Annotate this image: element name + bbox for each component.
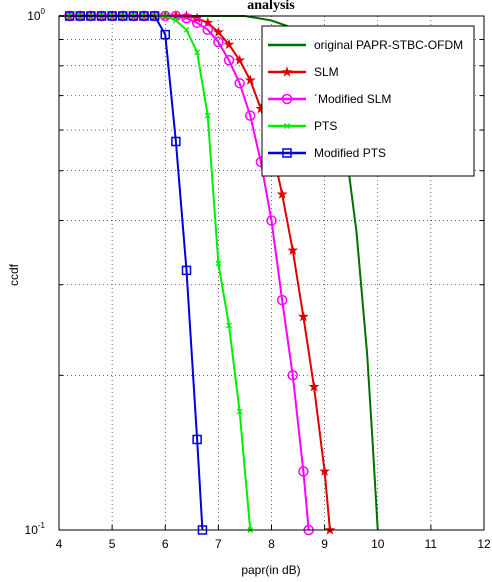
legend-marker — [281, 93, 293, 105]
data-point — [298, 466, 309, 477]
data-point — [181, 265, 192, 276]
legend-label: original PAPR-STBC-OFDM — [314, 38, 463, 52]
data-point — [234, 77, 245, 89]
data-point — [160, 29, 170, 40]
y-tick-base: 10 — [27, 9, 41, 23]
series-4 — [64, 11, 208, 535]
x-tick-label: 4 — [56, 537, 63, 551]
legend-label: SLM — [314, 65, 339, 79]
y-axis-label: ccdf — [7, 263, 21, 286]
legend: original PAPR-STBC-OFDM SLM ´Modified SLM P… — [261, 25, 475, 177]
data-point — [172, 17, 179, 24]
series-3 — [66, 13, 254, 533]
x-tick-label: 7 — [215, 537, 222, 551]
chart-title: analysis — [247, 0, 295, 13]
data-point — [276, 294, 288, 306]
legend-box — [261, 25, 475, 177]
data-point — [213, 36, 224, 48]
data-point — [319, 465, 331, 477]
y-tick-base: 10 — [25, 523, 39, 537]
legend-label: ´Modified SLM — [314, 92, 391, 106]
legend-marker — [281, 66, 293, 77]
data-point — [192, 434, 202, 445]
data-point — [266, 215, 277, 226]
y-tick-label: 10-1 — [25, 521, 46, 537]
x-tick-label: 12 — [477, 537, 491, 551]
data-point — [245, 110, 256, 121]
plot-frame — [58, 15, 485, 531]
data-point — [276, 188, 288, 199]
x-tick-label: 11 — [425, 537, 438, 551]
data-point — [234, 54, 246, 65]
data-point — [297, 310, 309, 322]
data-point — [287, 370, 298, 381]
data-point — [183, 26, 190, 33]
data-point — [226, 322, 232, 329]
data-point — [204, 112, 211, 119]
legend-marker — [284, 123, 290, 129]
data-point — [215, 260, 222, 267]
data-point — [236, 408, 243, 415]
x-tick-label: 10 — [371, 537, 385, 551]
data-point — [223, 55, 235, 66]
legend-label: PTS — [314, 119, 337, 133]
y-tick-exponent: -1 — [38, 521, 46, 530]
series-line — [69, 15, 252, 531]
legend-label: Modified PTS — [314, 146, 386, 160]
y-tick-label: 100 — [27, 7, 45, 23]
data-point — [202, 24, 213, 36]
x-tick-label: 5 — [109, 537, 116, 551]
x-tick-label: 6 — [162, 537, 169, 551]
x-axis-label: papr(in dB) — [241, 563, 300, 577]
data-point — [287, 244, 299, 255]
x-tick-label: 8 — [268, 537, 275, 551]
data-point — [191, 17, 203, 29]
data-point — [171, 136, 181, 147]
data-point — [308, 381, 320, 392]
data-point — [181, 12, 192, 24]
data-point — [244, 74, 256, 85]
y-tick-exponent: 0 — [41, 7, 46, 16]
data-point — [194, 49, 201, 56]
data-point — [212, 26, 224, 37]
data-point — [223, 38, 235, 50]
legend-marker — [282, 148, 292, 158]
x-tick-label: 9 — [321, 537, 328, 551]
